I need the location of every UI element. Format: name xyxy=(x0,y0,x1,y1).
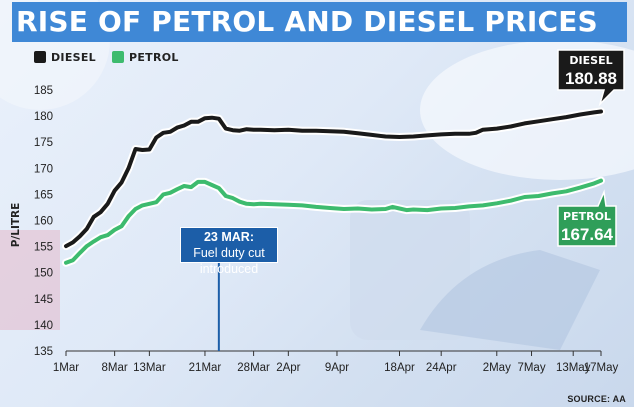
y-tick-label: 140 xyxy=(34,320,53,332)
callout-petrol-value: 167.64 xyxy=(561,225,614,244)
x-tick-label: 24Apr xyxy=(426,362,457,374)
callout-diesel-name: DIESEL xyxy=(569,54,612,67)
y-tick-label: 150 xyxy=(34,268,53,280)
annotation-title: 23 MAR: xyxy=(203,230,254,244)
callout-diesel-value: 180.88 xyxy=(565,69,617,88)
callout-petrol-name: PETROL xyxy=(563,210,611,223)
x-axis: 1Mar 8Mar 13Mar 21Mar 28Mar 2Apr 9Apr 18Apr 24Ap… xyxy=(53,351,619,374)
x-tick-label: 1Mar xyxy=(53,362,79,374)
legend: DIESEL PETROL xyxy=(34,51,179,64)
x-tick-label: 17May xyxy=(584,362,619,374)
x-tick-label: 28Mar xyxy=(237,362,270,374)
y-axis-title: P/LITRE xyxy=(10,203,22,248)
annotation-text-line2: introduced xyxy=(199,262,259,276)
callout-petrol: PETROL 167.64 xyxy=(557,189,617,247)
y-tick-label: 160 xyxy=(34,216,53,228)
y-tick-label: 175 xyxy=(34,137,53,149)
series-line-petrol xyxy=(64,178,603,265)
legend-swatch-diesel xyxy=(34,51,46,63)
y-axis-label: P/LITRE xyxy=(10,203,22,248)
x-tick-label: 21Mar xyxy=(189,362,222,374)
series-halo-petrol xyxy=(62,176,605,267)
x-tick-label: 2Apr xyxy=(276,362,300,374)
y-tick-label: 180 xyxy=(34,111,53,123)
y-axis: 135 140 145 150 155 160 165 170 175 180 185 xyxy=(34,85,53,358)
y-tick-label: 170 xyxy=(34,163,53,175)
annotation-text-line1: Fuel duty cut xyxy=(193,246,265,260)
y-tick-label: 145 xyxy=(34,294,53,306)
annotation-box: 23 MAR: Fuel duty cut introduced xyxy=(180,227,278,276)
source-note: SOURCE: AA xyxy=(567,394,626,404)
x-tick-label: 13May xyxy=(556,362,591,374)
series-line-diesel xyxy=(64,109,603,249)
legend-label-diesel: DIESEL xyxy=(51,51,96,64)
x-tick-label: 8Mar xyxy=(102,362,128,374)
x-tick-label: 9Apr xyxy=(325,362,349,374)
x-tick-label: 7May xyxy=(517,362,545,374)
page-title: RISE OF PETROL AND DIESEL PRICES xyxy=(12,2,627,42)
y-tick-label: 155 xyxy=(34,242,53,254)
x-tick-label: 2May xyxy=(483,362,511,374)
x-tick-label: 18Apr xyxy=(384,362,415,374)
series-layer xyxy=(62,107,605,267)
y-tick-label: 165 xyxy=(34,189,53,201)
callout-diesel: DIESEL 180.88 xyxy=(557,49,625,107)
y-tick-label: 185 xyxy=(34,85,53,97)
y-tick-label: 135 xyxy=(34,346,53,358)
x-tick-label: 13Mar xyxy=(133,362,166,374)
legend-label-petrol: PETROL xyxy=(129,51,179,64)
legend-swatch-petrol xyxy=(112,51,124,63)
